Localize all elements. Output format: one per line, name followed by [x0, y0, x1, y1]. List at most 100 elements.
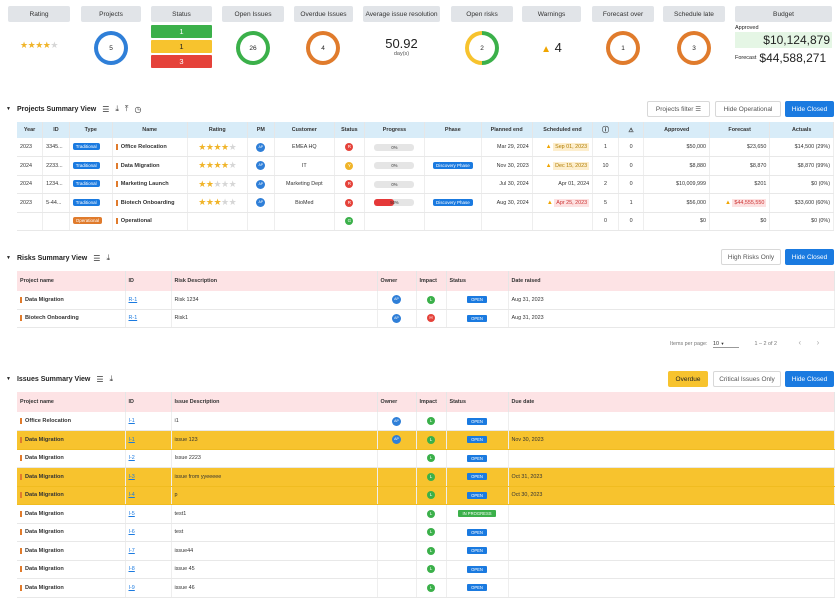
column-header[interactable]: Approved [643, 122, 710, 138]
issue-id-link[interactable]: I-1 [128, 418, 135, 424]
id-cell[interactable]: I-6 [125, 523, 172, 542]
project-cell[interactable]: Biotech Onboarding [17, 309, 126, 328]
table-row[interactable]: Data Migration I-3 issue from yyeeeee L OPEN… [17, 467, 835, 487]
column-header[interactable]: Risk Description [171, 271, 378, 291]
project-cell[interactable]: Data Migration [17, 486, 126, 505]
project-name-link[interactable]: Marketing Launch [115, 181, 169, 188]
risk-id-link[interactable]: R-1 [128, 296, 138, 303]
next-page-icon[interactable]: › [816, 338, 820, 347]
projects-filter-button[interactable]: Projects filter ☰ [647, 101, 710, 117]
project-name-link[interactable]: Operational [115, 218, 152, 225]
id-cell[interactable]: I-5 [125, 504, 172, 524]
id-cell[interactable]: I-4 [125, 486, 172, 505]
collapse-caret-icon[interactable]: ▼ [6, 376, 11, 382]
table-row[interactable]: Data Migration I-9 issue 46 L OPEN [17, 578, 835, 598]
project-name-link[interactable]: Biotech Onboarding [20, 315, 79, 321]
issue-id-link[interactable]: I-1 [128, 436, 135, 443]
table-row[interactable]: 2023 5-44... Traditional Biotech Onboarding… [17, 193, 834, 213]
project-cell[interactable]: Data Migration [17, 504, 126, 524]
project-name-link[interactable]: Biotech Onboarding [115, 199, 175, 206]
items-per-page-select[interactable]: 10 ▼ [712, 341, 739, 348]
id-cell[interactable]: R-1 [125, 309, 172, 328]
name-cell[interactable]: Marketing Launch [112, 175, 188, 194]
column-header[interactable]: Impact [416, 271, 447, 291]
id-cell[interactable]: I-3 [125, 467, 172, 487]
column-header[interactable]: Rating [187, 122, 248, 138]
column-header[interactable]: Type [69, 122, 113, 138]
column-header[interactable]: ⓘ [592, 122, 619, 138]
risks-hide-closed-button[interactable]: Hide Closed [785, 249, 834, 265]
column-header[interactable]: Planned end [481, 122, 533, 138]
table-row[interactable]: 2023 3345... Traditional Office Relocation ★… [17, 138, 834, 157]
column-header[interactable]: Project name [17, 271, 126, 291]
id-cell[interactable]: R-1 [125, 291, 172, 310]
issue-id-link[interactable]: I-6 [128, 529, 135, 536]
prev-page-icon[interactable]: ‹ [798, 338, 802, 347]
project-cell[interactable]: Data Migration [17, 467, 126, 487]
name-cell[interactable]: Office Relocation [112, 138, 188, 157]
history-icon[interactable]: ◷ [134, 104, 142, 114]
column-header[interactable]: Forecast [709, 122, 771, 138]
download-icon[interactable]: ⤓ [115, 104, 119, 113]
table-row[interactable]: Operational Operational G 0 0 $0 $0 $0 (0%) [17, 212, 834, 231]
issue-id-link[interactable]: I-2 [128, 455, 135, 462]
column-header[interactable]: PM [247, 122, 275, 138]
name-cell[interactable]: Operational [112, 212, 188, 231]
project-name-link[interactable]: Data Migration [20, 436, 64, 443]
project-cell[interactable]: Data Migration [17, 541, 126, 561]
filter-icon[interactable]: ☰ [93, 253, 101, 263]
collapse-caret-icon[interactable]: ▼ [6, 106, 11, 112]
id-cell[interactable]: I-9 [125, 578, 172, 598]
column-header[interactable]: Progress [364, 122, 426, 138]
project-name-link[interactable]: Data Migration [115, 162, 160, 169]
column-header[interactable]: Phase [424, 122, 482, 138]
id-cell[interactable]: I-1 [125, 430, 172, 450]
project-cell[interactable]: Data Migration [17, 523, 126, 542]
table-row[interactable]: Data Migration I-1 issue 123 AP L OPEN Nov 30,… [17, 430, 835, 450]
table-row[interactable]: Biotech Onboarding R-1 Risk1 AP H OPEN Aug 31,… [17, 309, 835, 328]
column-header[interactable]: Owner [377, 271, 417, 291]
table-row[interactable]: Data Migration I-6 test L OPEN [17, 523, 835, 542]
column-header[interactable]: Owner [377, 392, 417, 412]
issue-id-link[interactable]: I-9 [128, 584, 135, 591]
table-row[interactable]: Data Migration I-7 issue44 L OPEN [17, 541, 835, 561]
projects-hide-closed-button[interactable]: Hide Closed [785, 101, 834, 117]
column-header[interactable]: ⚠ [618, 122, 645, 138]
issue-id-link[interactable]: I-8 [128, 566, 135, 573]
project-name-link[interactable]: Office Relocation [20, 418, 72, 424]
hide-operational-button[interactable]: Hide Operational [715, 101, 781, 117]
column-header[interactable]: ID [125, 271, 172, 291]
table-row[interactable]: Data Migration R-1 Risk 1234 AP L OPEN Aug 31,… [17, 291, 835, 310]
project-cell[interactable]: Data Migration [17, 430, 126, 450]
project-cell[interactable]: Data Migration [17, 578, 126, 598]
id-cell[interactable]: I-8 [125, 560, 172, 579]
column-header[interactable]: Status [334, 122, 365, 138]
table-row[interactable]: Data Migration I-5 test1 L IN PROGRESS [17, 504, 835, 524]
table-row[interactable]: 2024 1234... Traditional Marketing Launch ★★… [17, 175, 834, 194]
risk-id-link[interactable]: R-1 [128, 315, 138, 321]
project-name-link[interactable]: Data Migration [20, 584, 64, 591]
project-name-link[interactable]: Data Migration [20, 473, 64, 480]
critical-issues-only-button[interactable]: Critical Issues Only [713, 371, 781, 387]
filter-icon[interactable]: ☰ [102, 104, 110, 114]
issue-id-link[interactable]: I-3 [128, 473, 135, 480]
filter-icon[interactable]: ☰ [96, 374, 104, 384]
table-row[interactable]: Data Migration I-4 p L OPEN Oct 30, 2023 [17, 486, 835, 505]
project-name-link[interactable]: Data Migration [20, 510, 64, 517]
column-header[interactable]: Date raised [508, 271, 835, 291]
project-name-link[interactable]: Data Migration [20, 455, 64, 462]
table-row[interactable]: Data Migration I-2 Issue 2223 L OPEN [17, 449, 835, 468]
column-header[interactable]: Actuals [769, 122, 834, 138]
project-cell[interactable]: Data Migration [17, 560, 126, 579]
column-header[interactable]: Project name [17, 392, 126, 412]
id-cell[interactable]: I-2 [125, 449, 172, 468]
column-header[interactable]: Issue Description [171, 392, 378, 412]
name-cell[interactable]: Biotech Onboarding [112, 193, 188, 213]
project-name-link[interactable]: Data Migration [20, 296, 64, 303]
column-header[interactable]: ID [42, 122, 70, 138]
project-name-link[interactable]: Data Migration [20, 547, 64, 554]
column-header[interactable]: Customer [274, 122, 336, 138]
table-row[interactable]: Office Relocation I-1 i1 AP L OPEN [17, 412, 835, 431]
project-name-link[interactable]: Data Migration [20, 529, 64, 536]
column-header[interactable]: Impact [416, 392, 447, 412]
